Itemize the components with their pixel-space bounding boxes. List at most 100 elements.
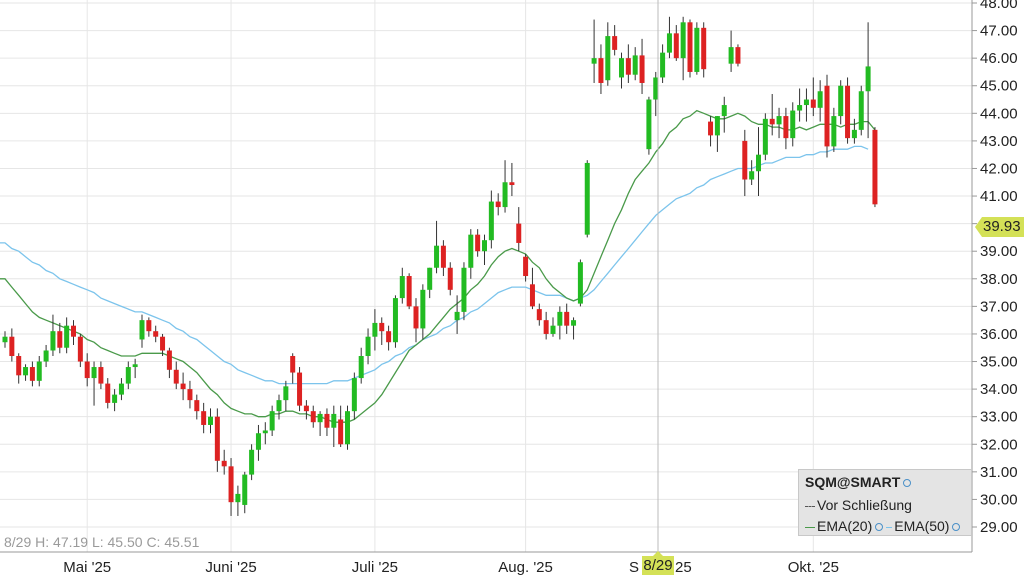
candle[interactable] bbox=[434, 220, 440, 274]
candle[interactable] bbox=[153, 325, 159, 343]
candle[interactable] bbox=[386, 325, 392, 351]
candle[interactable] bbox=[564, 303, 570, 334]
candle[interactable] bbox=[338, 405, 344, 448]
candle[interactable] bbox=[297, 367, 303, 412]
candle[interactable] bbox=[721, 96, 727, 133]
candle[interactable] bbox=[756, 127, 761, 197]
candle[interactable] bbox=[351, 372, 357, 420]
candle[interactable] bbox=[427, 267, 433, 299]
candle[interactable] bbox=[228, 458, 234, 516]
candle[interactable] bbox=[598, 44, 604, 95]
candle[interactable] bbox=[680, 16, 686, 81]
candle[interactable] bbox=[475, 229, 481, 257]
candle[interactable] bbox=[612, 25, 618, 56]
candle[interactable] bbox=[166, 347, 172, 379]
candle[interactable] bbox=[194, 394, 200, 420]
candle[interactable] bbox=[577, 259, 583, 307]
candle[interactable] bbox=[509, 162, 515, 197]
candle[interactable] bbox=[749, 160, 755, 186]
candle[interactable] bbox=[235, 485, 241, 516]
ema50-settings-dot-icon[interactable] bbox=[952, 523, 961, 532]
candle[interactable] bbox=[290, 353, 296, 384]
candle[interactable] bbox=[762, 113, 768, 161]
candle[interactable] bbox=[872, 127, 878, 208]
candle[interactable] bbox=[2, 331, 8, 348]
candle[interactable] bbox=[392, 295, 398, 348]
candle[interactable] bbox=[495, 193, 501, 216]
candle[interactable] bbox=[413, 298, 419, 343]
candle[interactable] bbox=[543, 311, 549, 340]
candle[interactable] bbox=[310, 405, 316, 428]
candle[interactable] bbox=[447, 262, 453, 296]
candle[interactable] bbox=[112, 389, 118, 412]
candle[interactable] bbox=[249, 444, 255, 481]
candle[interactable] bbox=[673, 25, 679, 61]
candle[interactable] bbox=[468, 229, 474, 279]
candle[interactable] bbox=[735, 44, 741, 67]
candle[interactable] bbox=[838, 80, 844, 125]
candle[interactable] bbox=[523, 253, 529, 282]
candle[interactable] bbox=[482, 234, 487, 265]
candle[interactable] bbox=[208, 408, 213, 434]
candle[interactable] bbox=[255, 424, 261, 461]
candle[interactable] bbox=[803, 88, 809, 122]
candle[interactable] bbox=[660, 44, 666, 83]
candle[interactable] bbox=[790, 102, 796, 147]
candle[interactable] bbox=[303, 400, 309, 420]
candle[interactable] bbox=[242, 471, 248, 514]
candle[interactable] bbox=[399, 267, 405, 304]
candle[interactable] bbox=[646, 96, 652, 155]
candle[interactable] bbox=[851, 118, 857, 144]
candle[interactable] bbox=[324, 408, 330, 436]
candle[interactable] bbox=[372, 309, 378, 351]
candle[interactable] bbox=[742, 129, 748, 197]
candle[interactable] bbox=[783, 107, 789, 150]
legend-prev-close[interactable]: Vor Schließung bbox=[805, 497, 912, 513]
candle[interactable] bbox=[694, 22, 700, 75]
candle[interactable] bbox=[454, 295, 460, 334]
candle[interactable] bbox=[502, 160, 508, 213]
legend[interactable]: SQM@SMART Vor Schließung EMA(20) EMA(50) bbox=[798, 469, 972, 536]
candle[interactable] bbox=[831, 107, 837, 152]
candle[interactable] bbox=[701, 22, 707, 78]
candle[interactable] bbox=[180, 372, 186, 401]
candle[interactable] bbox=[858, 85, 864, 136]
candle[interactable] bbox=[550, 317, 556, 337]
candle[interactable] bbox=[43, 344, 49, 368]
candle[interactable] bbox=[591, 19, 597, 83]
candle[interactable] bbox=[406, 273, 412, 310]
candle[interactable] bbox=[797, 88, 803, 122]
candle[interactable] bbox=[84, 353, 90, 387]
candle[interactable] bbox=[98, 361, 104, 390]
candle[interactable] bbox=[283, 380, 289, 412]
candle[interactable] bbox=[331, 405, 337, 448]
candle[interactable] bbox=[571, 317, 577, 340]
candle[interactable] bbox=[29, 361, 35, 387]
candle[interactable] bbox=[57, 322, 63, 354]
candle[interactable] bbox=[146, 317, 152, 337]
candle[interactable] bbox=[173, 361, 179, 390]
candle[interactable] bbox=[23, 364, 29, 381]
candle[interactable] bbox=[817, 80, 823, 122]
candle[interactable] bbox=[317, 411, 323, 436]
candle[interactable] bbox=[461, 262, 467, 321]
candle[interactable] bbox=[132, 358, 138, 379]
candle[interactable] bbox=[36, 356, 42, 387]
candle[interactable] bbox=[91, 361, 97, 406]
candle[interactable] bbox=[262, 422, 268, 445]
candle[interactable] bbox=[845, 77, 851, 144]
candle[interactable] bbox=[139, 314, 145, 348]
candle[interactable] bbox=[728, 30, 734, 72]
candle[interactable] bbox=[536, 303, 542, 326]
candle[interactable] bbox=[632, 47, 638, 81]
candlestick-series[interactable] bbox=[2, 16, 878, 516]
candle[interactable] bbox=[160, 333, 166, 357]
candle[interactable] bbox=[214, 408, 220, 472]
candle[interactable] bbox=[50, 314, 56, 357]
candle[interactable] bbox=[269, 405, 275, 436]
candle[interactable] bbox=[687, 19, 693, 78]
candle[interactable] bbox=[776, 107, 782, 139]
candle[interactable] bbox=[516, 207, 522, 252]
candle[interactable] bbox=[529, 267, 535, 310]
